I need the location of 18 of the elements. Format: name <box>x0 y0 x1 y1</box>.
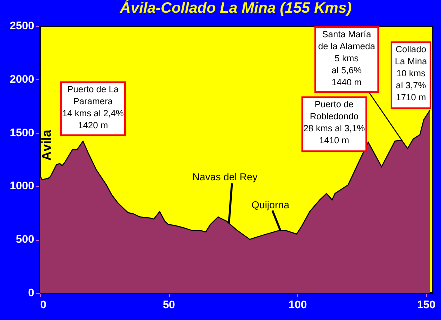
annotation: Navas del Rey <box>192 172 258 184</box>
chart-title: Ávila-Collado La Mina (155 Kms) <box>119 0 352 17</box>
y-tick-label: 500 <box>16 234 34 246</box>
x-tick-label: 0 <box>40 300 47 312</box>
y-tick-label: 2000 <box>10 74 34 86</box>
y-tick-label: 0 <box>28 288 34 300</box>
annotation: Collado La Mina 10 kms al 3,7% 1710 m <box>395 44 428 102</box>
annotation: Puerto de Robledondo 28 kms al 3,1% 1410 m <box>304 99 366 146</box>
annotation: Ávila <box>39 129 54 162</box>
y-tick-label: 1500 <box>10 127 34 140</box>
x-tick-label: 50 <box>163 300 176 312</box>
y-tick-label: 2500 <box>10 20 34 32</box>
annotation: Santa María de la Alameda 5 kms al 5,6% 1440 m <box>318 29 376 88</box>
y-tick-label: 1000 <box>10 180 34 193</box>
x-tick-label: 150 <box>417 300 436 312</box>
annotation: Puerto de La Paramera 14 kms al 2,4% 1420 m <box>62 84 124 130</box>
annotation: Quijorna <box>252 200 290 212</box>
x-tick-label: 100 <box>288 300 308 312</box>
